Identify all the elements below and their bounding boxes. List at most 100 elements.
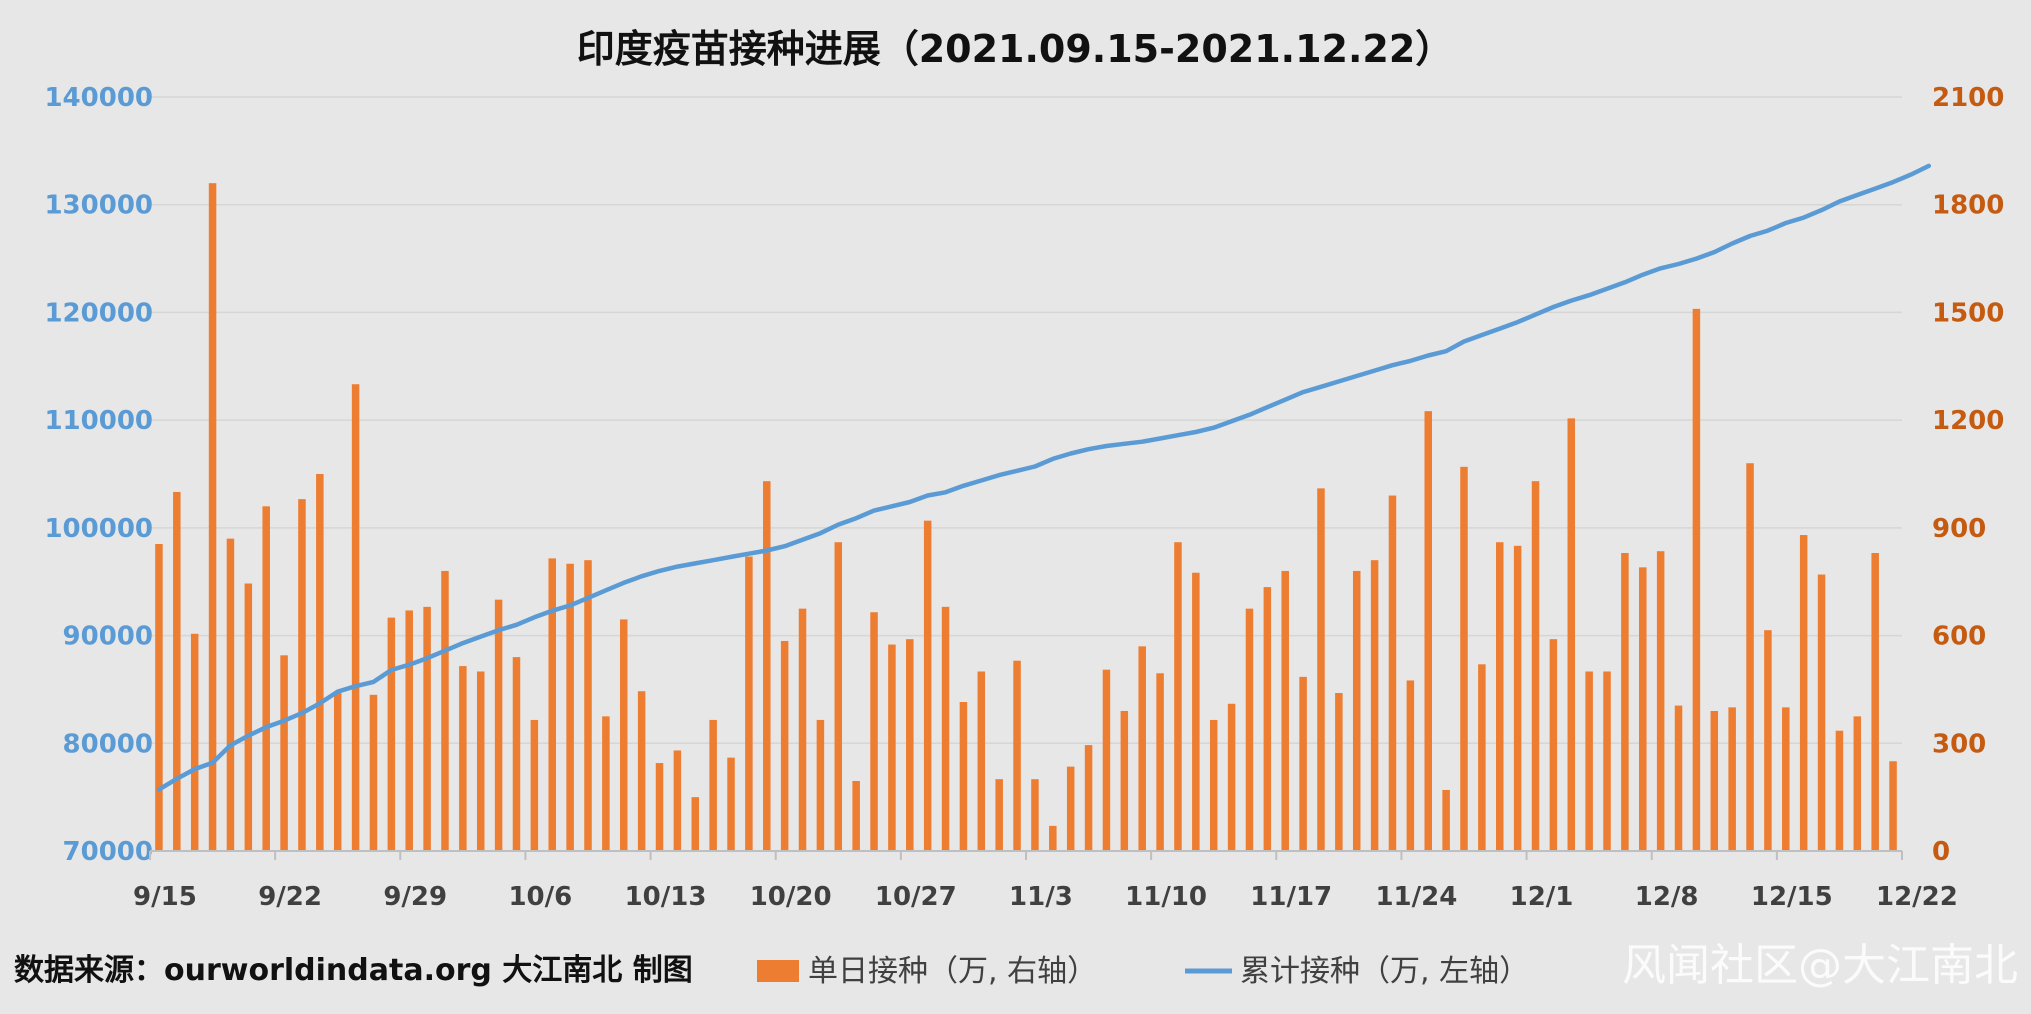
bar xyxy=(1710,710,1719,851)
bar xyxy=(1799,535,1808,851)
bar xyxy=(351,384,360,851)
bar xyxy=(316,474,324,851)
left-axis-tick-label: 140000 xyxy=(44,83,153,113)
left-axis-tick-label: 100000 xyxy=(44,514,153,544)
bar xyxy=(1603,671,1611,851)
bar xyxy=(244,583,253,851)
bar xyxy=(566,563,574,851)
bar xyxy=(1174,542,1182,851)
x-axis-tick-label: 12/22 xyxy=(1876,882,1958,912)
x-axis-tick-label: 9/15 xyxy=(133,882,197,912)
bar xyxy=(941,606,950,851)
cumulative-line xyxy=(156,163,1932,792)
bar xyxy=(405,610,413,851)
x-axis-tick-label: 11/10 xyxy=(1125,882,1207,912)
bar xyxy=(1299,676,1307,851)
bar xyxy=(530,719,539,851)
bar xyxy=(763,481,771,851)
bar xyxy=(1567,418,1576,851)
source-credit: 数据来源：ourworldindata.org 大江南北 制图 xyxy=(14,953,693,988)
bar xyxy=(1674,705,1683,851)
bar xyxy=(1746,463,1754,851)
bar xyxy=(1835,730,1844,851)
bar xyxy=(1209,719,1218,851)
bar xyxy=(459,666,467,851)
x-axis-tick-label: 9/29 xyxy=(383,882,447,912)
left-axis-tick-label: 120000 xyxy=(44,298,153,328)
bar xyxy=(888,644,896,851)
bar xyxy=(1531,481,1540,851)
bar xyxy=(923,520,932,851)
bar xyxy=(1621,552,1629,851)
bar xyxy=(906,639,914,851)
bar xyxy=(173,491,181,851)
bar xyxy=(816,719,825,851)
legend-bar-label: 单日接种（万, 右轴） xyxy=(808,954,1097,989)
bar xyxy=(1406,680,1415,851)
bar xyxy=(745,556,753,851)
x-axis-tick-label: 10/20 xyxy=(750,882,832,912)
bar xyxy=(1388,495,1397,851)
bar xyxy=(1370,560,1379,851)
bar xyxy=(1496,542,1504,851)
bar xyxy=(1335,693,1343,851)
bar xyxy=(1513,545,1522,851)
bar xyxy=(1871,552,1879,851)
right-axis-ticks: 0 300 600 900 1200 1500 1800 2100 xyxy=(1932,83,2004,867)
bar xyxy=(280,655,288,851)
bar xyxy=(1245,608,1254,851)
bar xyxy=(1138,646,1146,851)
bar xyxy=(727,757,735,851)
x-axis-tick-label: 12/15 xyxy=(1751,882,1833,912)
bar xyxy=(1424,411,1432,851)
right-axis-tick-label: 0 xyxy=(1932,837,1950,867)
bar xyxy=(977,671,986,851)
bar xyxy=(512,657,521,851)
bar xyxy=(780,640,789,851)
bar xyxy=(1317,488,1325,851)
x-axis-tick-label: 12/1 xyxy=(1510,882,1574,912)
bar xyxy=(1102,669,1111,851)
bar xyxy=(190,633,199,851)
bar xyxy=(1764,630,1772,851)
bar xyxy=(1692,308,1701,851)
bar xyxy=(1031,779,1039,851)
bar xyxy=(959,701,968,851)
left-axis-ticks: 70000 80000 90000 100000 110000 120000 130000 1… xyxy=(44,83,153,867)
legend: 单日接种（万, 右轴） 累计接种（万, 左轴） xyxy=(757,954,1529,989)
x-axis-tick-label: 11/3 xyxy=(1009,882,1073,912)
legend-bar-swatch xyxy=(757,960,799,982)
x-axis-tick-label: 12/8 xyxy=(1635,882,1699,912)
left-axis-tick-label: 90000 xyxy=(63,622,153,652)
bar xyxy=(655,763,664,851)
bar xyxy=(1120,710,1129,851)
bar xyxy=(1460,466,1468,851)
right-axis-tick-label: 2100 xyxy=(1932,83,2004,113)
bar xyxy=(995,779,1003,851)
bar xyxy=(1728,707,1736,851)
legend-line-label: 累计接种（万, 左轴） xyxy=(1240,954,1529,989)
left-axis-tick-label: 70000 xyxy=(63,837,153,867)
bar xyxy=(1478,664,1486,851)
bar xyxy=(476,671,485,851)
left-axis-tick-label: 80000 xyxy=(63,729,153,759)
right-axis-tick-label: 600 xyxy=(1932,622,1986,652)
bar xyxy=(1049,825,1057,851)
x-axis-tick-label: 10/6 xyxy=(508,882,572,912)
bar xyxy=(691,797,700,851)
bar xyxy=(226,538,235,851)
bar xyxy=(262,506,270,851)
bar xyxy=(798,608,807,851)
bar xyxy=(369,694,378,851)
bar xyxy=(1782,707,1790,851)
bar xyxy=(637,691,646,851)
bar xyxy=(1442,789,1450,851)
bar xyxy=(673,750,682,851)
bar xyxy=(1263,587,1272,851)
bar-series xyxy=(155,183,1897,851)
bar xyxy=(1656,551,1665,851)
bar xyxy=(1013,660,1021,851)
bar xyxy=(494,599,503,851)
bar xyxy=(1853,716,1862,851)
